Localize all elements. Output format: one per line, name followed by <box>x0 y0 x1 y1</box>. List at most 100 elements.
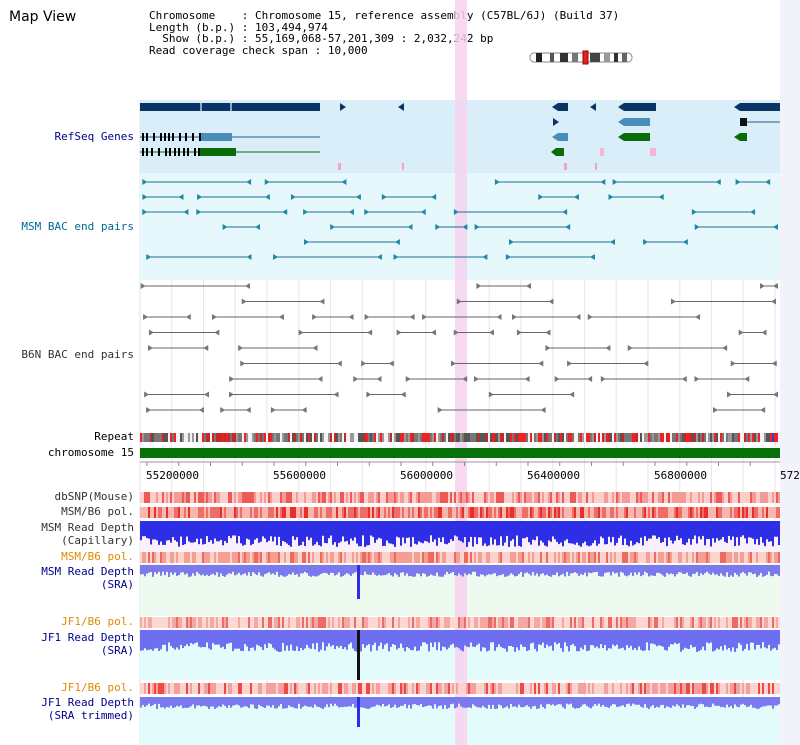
chromosome-ideogram[interactable] <box>529 50 633 65</box>
msm-bac-track[interactable] <box>142 179 778 260</box>
depth-bar <box>404 630 406 652</box>
depth-bar <box>254 521 256 540</box>
polymorphism-cell <box>236 617 238 628</box>
polymorphism-cell <box>464 683 466 694</box>
bac-end-marker <box>317 376 323 382</box>
bac-end-marker <box>420 209 426 215</box>
polymorphism-cell <box>276 683 278 694</box>
polymorphism-cell <box>332 617 334 628</box>
depth-bar <box>678 630 680 644</box>
repeat-element <box>652 433 654 442</box>
bac-end-marker <box>240 360 246 367</box>
repeat-element <box>492 433 494 442</box>
gene-exon <box>192 133 194 141</box>
polymorphism-cell <box>308 507 310 518</box>
depth-bar <box>408 565 410 577</box>
depth-bar <box>408 697 410 705</box>
repeat-element <box>744 433 746 442</box>
polymorphism-cell <box>620 552 622 563</box>
polymorphism-cell <box>586 552 588 563</box>
depth-bar <box>166 521 168 541</box>
polymorphism-cell <box>554 507 556 518</box>
repeat-track[interactable] <box>140 433 780 442</box>
polymorphism-cell <box>206 492 208 503</box>
polymorphism-cell <box>676 507 678 518</box>
polymorphism-cell <box>522 552 524 563</box>
depth-bar <box>512 630 514 647</box>
depth-bar <box>598 521 600 544</box>
depth-bar <box>200 565 202 576</box>
polymorphism-cell <box>620 492 622 503</box>
polymorphism-cell <box>428 683 430 694</box>
depth-bar <box>232 697 234 706</box>
depth-bar <box>644 565 646 572</box>
depth-bar <box>628 630 630 648</box>
polymorphism-cell <box>306 683 308 694</box>
bac-end-marker <box>476 283 482 289</box>
read-depth-tracks[interactable] <box>140 521 780 727</box>
depth-bar <box>294 521 296 540</box>
polymorphism-cell <box>714 617 716 628</box>
depth-bar <box>648 697 650 709</box>
bac-end-marker <box>771 298 777 305</box>
polymorphism-cell <box>540 492 542 503</box>
polymorphism-cell <box>282 507 284 518</box>
refseq-gene-track[interactable] <box>140 103 780 170</box>
polymorphism-cell <box>258 492 260 503</box>
polymorphism-cell <box>394 683 396 694</box>
polymorphism-cell <box>456 492 458 503</box>
polymorphism-cell <box>254 507 256 518</box>
depth-bar <box>476 521 478 545</box>
chromosome-bar[interactable] <box>140 448 780 458</box>
repeat-element <box>732 433 734 442</box>
polymorphism-cell <box>710 492 712 503</box>
polymorphism-cell <box>200 507 202 518</box>
depth-bar <box>264 521 266 539</box>
polymorphism-cell <box>300 617 302 628</box>
polymorphism-cell <box>614 552 616 563</box>
polymorphism-cell <box>320 617 322 628</box>
b6n-bac-track[interactable] <box>140 283 778 413</box>
depth-bar <box>630 521 632 541</box>
polymorphism-cell <box>202 507 204 518</box>
polymorphism-heatmap-tracks[interactable] <box>140 492 780 694</box>
polymorphism-cell <box>722 683 724 694</box>
depth-bar <box>772 565 774 577</box>
polymorphism-cell <box>690 552 692 563</box>
polymorphism-cell <box>406 507 408 518</box>
polymorphism-cell <box>304 617 306 628</box>
depth-spike <box>357 697 360 727</box>
polymorphism-cell <box>768 552 770 563</box>
depth-bar <box>680 521 682 539</box>
polymorphism-cell <box>242 617 244 628</box>
depth-bar <box>458 697 460 704</box>
polymorphism-cell <box>740 617 742 628</box>
polymorphism-cell <box>542 552 544 563</box>
polymorphism-cell <box>328 552 330 563</box>
depth-bar <box>588 630 590 651</box>
polymorphism-cell <box>710 507 712 518</box>
polymorphism-cell <box>700 683 702 694</box>
depth-bar <box>376 521 378 540</box>
polymorphism-cell <box>540 683 542 694</box>
polymorphism-cell <box>178 492 180 503</box>
polymorphism-cell <box>198 507 200 518</box>
depth-bar <box>512 697 514 707</box>
bac-end-marker <box>512 314 518 320</box>
depth-bar <box>572 521 574 544</box>
depth-bar <box>634 521 636 545</box>
depth-bar <box>390 565 392 576</box>
depth-bar <box>242 565 244 575</box>
depth-bar <box>142 565 144 575</box>
depth-bar <box>204 630 206 648</box>
depth-bar <box>490 630 492 643</box>
depth-bar <box>434 630 436 643</box>
depth-bar <box>244 521 246 545</box>
polymorphism-cell <box>264 552 266 563</box>
depth-bar <box>308 521 310 541</box>
polymorphism-cell <box>162 507 164 518</box>
depth-bar <box>706 565 708 572</box>
polymorphism-cell <box>776 683 778 694</box>
polymorphism-cell <box>668 552 670 563</box>
